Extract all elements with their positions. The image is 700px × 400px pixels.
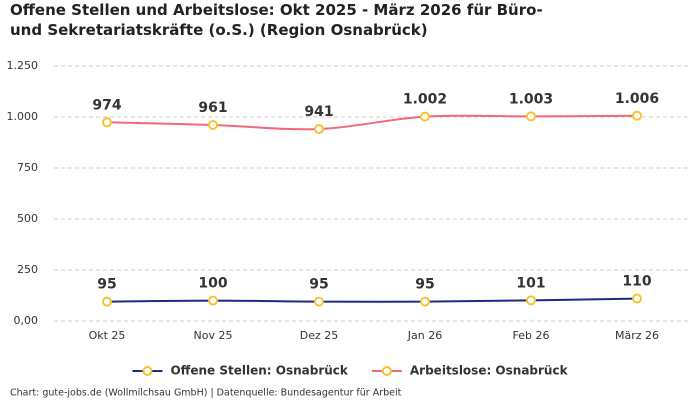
data-label: 1.003 (509, 91, 553, 107)
data-label: 1.002 (403, 92, 447, 108)
data-label: 95 (309, 277, 328, 293)
series-line (106, 114, 638, 131)
data-label: 961 (198, 100, 227, 116)
point-marker (102, 296, 112, 307)
point-marker (632, 110, 642, 121)
legend-label: Arbeitslose: Osnabrück (410, 364, 569, 378)
data-label: 100 (198, 276, 227, 292)
x-tick-label: Dez 25 (300, 329, 339, 342)
data-label: 95 (415, 277, 434, 293)
y-tick-label: 250 (17, 263, 38, 276)
source-note: Chart: gute-jobs.de (Wollmilchsau GmbH) … (10, 388, 402, 399)
data-label: 110 (622, 274, 651, 290)
point-marker (208, 119, 218, 130)
x-tick-label: Nov 25 (194, 329, 233, 342)
y-tick-label: 0,00 (14, 314, 39, 327)
point-marker (208, 295, 218, 306)
x-tick-label: Feb 26 (513, 329, 550, 342)
legend-marker (381, 366, 392, 376)
x-tick-label: März 26 (615, 329, 659, 342)
legend-label: Offene Stellen: Osnabrück (170, 364, 348, 378)
x-tick-label: Okt 25 (89, 329, 126, 342)
data-label: 1.006 (615, 91, 659, 107)
point-marker (102, 117, 112, 128)
data-label: 974 (92, 97, 121, 113)
legend-marker (142, 366, 153, 376)
point-marker (314, 124, 324, 135)
point-marker (526, 295, 536, 306)
x-tick-label: Jan 26 (407, 329, 442, 342)
y-tick-label: 500 (17, 212, 38, 225)
y-tick-label: 750 (17, 161, 38, 174)
point-marker (314, 296, 324, 307)
point-marker (420, 111, 430, 122)
data-label: 941 (304, 104, 333, 120)
chart-title: Offene Stellen und Arbeitslose: Okt 2025… (10, 1, 543, 39)
data-label: 101 (516, 275, 545, 291)
series-line (106, 297, 638, 303)
y-tick-label: 1.250 (7, 59, 39, 72)
y-tick-label: 1.000 (7, 110, 39, 123)
data-label: 95 (97, 277, 116, 293)
point-marker (632, 293, 642, 304)
point-marker (420, 296, 430, 307)
point-marker (526, 111, 536, 122)
